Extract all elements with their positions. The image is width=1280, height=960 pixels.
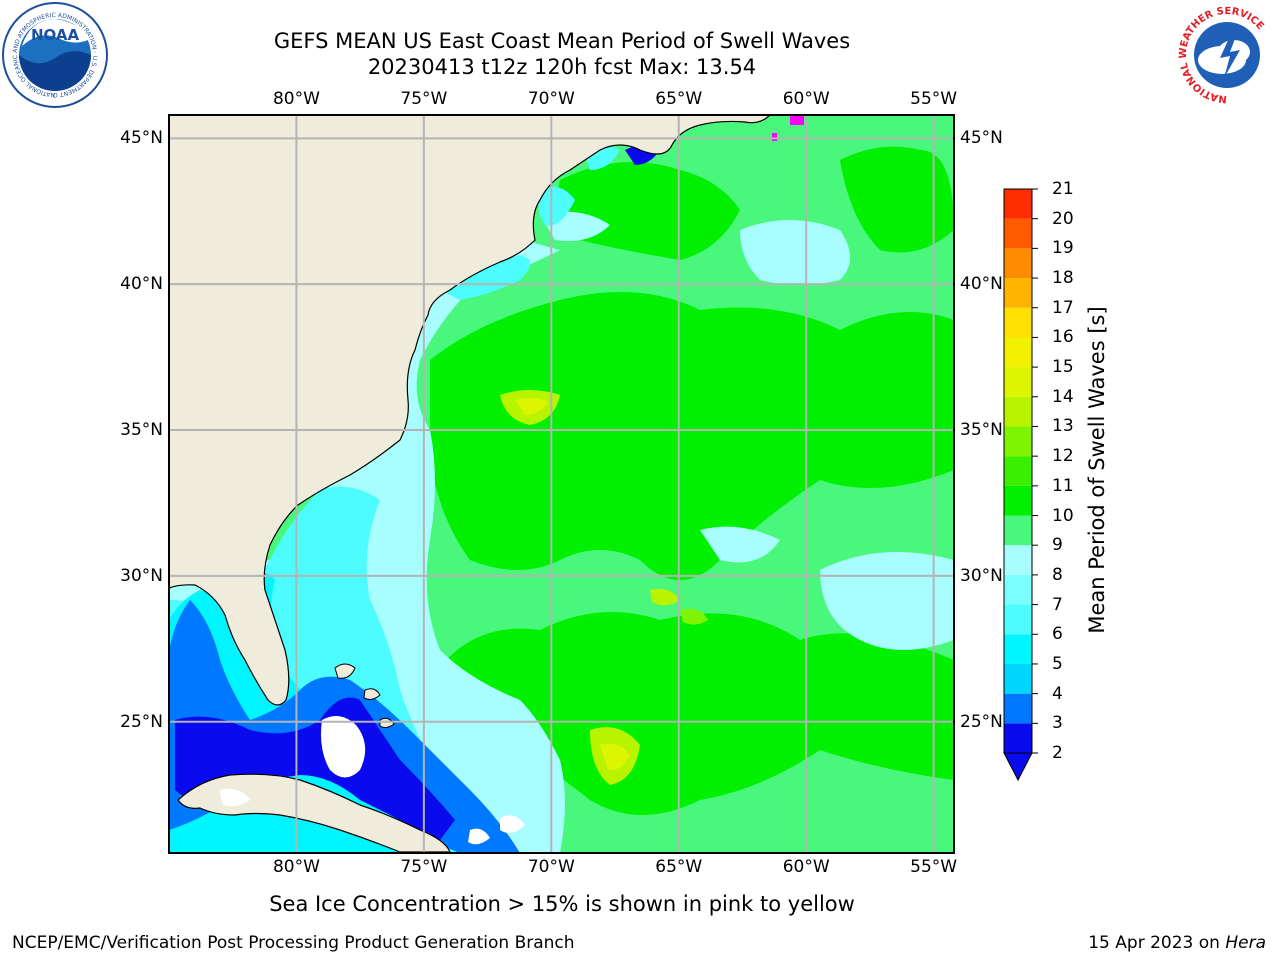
colorbar-tick-label: 3 xyxy=(1052,713,1063,734)
land-north-america xyxy=(169,115,771,706)
footer-host: Hera xyxy=(1225,933,1266,953)
colorbar-tick-label: 5 xyxy=(1052,653,1063,674)
colorbar-tick-label: 17 xyxy=(1052,297,1074,318)
swell-field-10-11s xyxy=(430,146,954,815)
colorbar-segment xyxy=(1004,307,1032,338)
colorbar-tick-label: 7 xyxy=(1052,594,1063,615)
colorbar-segment xyxy=(1004,248,1032,279)
lon-label-top: 75°W xyxy=(400,89,448,109)
colorbar xyxy=(1003,188,1038,782)
lon-label-bottom: 75°W xyxy=(400,857,448,877)
land-bahamas xyxy=(334,663,395,729)
colorbar-segment xyxy=(1004,278,1032,308)
colorbar-tick-label: 21 xyxy=(1052,179,1074,199)
land-cuba xyxy=(177,773,451,853)
colorbar-segment xyxy=(1004,545,1032,575)
colorbar-underflow-arrow xyxy=(1003,752,1033,782)
sea-ice-note: Sea Ice Concentration > 15% is shown in … xyxy=(269,892,855,916)
lon-label-bottom: 80°W xyxy=(272,857,320,877)
lon-label-top: 80°W xyxy=(272,89,320,109)
lon-label-top: 70°W xyxy=(527,89,575,109)
colorbar-tick-label: 12 xyxy=(1052,446,1074,467)
lat-label-left: 30°N xyxy=(120,565,163,586)
colorbar-tick-label: 18 xyxy=(1052,268,1074,289)
lat-label-right: 35°N xyxy=(960,420,1003,441)
swell-field-12-14s xyxy=(500,390,708,785)
colorbar-tick-label: 9 xyxy=(1052,535,1063,556)
colorbar-tick-label: 2 xyxy=(1052,743,1063,763)
colorbar-tick-label: 10 xyxy=(1052,505,1074,526)
colorbar-tick-label: 14 xyxy=(1052,386,1074,407)
noaa-logo-text: NOAA xyxy=(31,26,80,44)
lon-label-top: 60°W xyxy=(782,89,830,109)
colorbar-segment xyxy=(1004,367,1032,397)
footer-date: 15 Apr 2023 on Hera xyxy=(1088,933,1266,953)
colorbar-segment xyxy=(1004,337,1032,368)
colorbar-segment xyxy=(1004,634,1032,664)
colorbar-segment xyxy=(1004,723,1032,753)
footer-date-text: 15 Apr 2023 on xyxy=(1088,933,1226,953)
nws-logo: NATIONAL WEATHER SERVICE xyxy=(1174,2,1280,108)
lat-label-right: 40°N xyxy=(960,274,1003,295)
colorbar-segment xyxy=(1004,189,1032,219)
sea-ice-patch xyxy=(790,116,804,125)
graticule xyxy=(169,115,954,853)
lon-label-bottom: 60°W xyxy=(782,857,830,877)
chart-subtitle: 20230413 t12z 120h fcst Max: 13.54 xyxy=(367,55,757,79)
lon-label-bottom: 55°W xyxy=(910,857,958,877)
sea-ice-patch xyxy=(772,133,777,141)
lat-label-right: 25°N xyxy=(960,711,1003,732)
colorbar-segment xyxy=(1004,663,1032,694)
colorbar-tick-label: 8 xyxy=(1052,564,1063,585)
colorbar-segment xyxy=(1004,218,1032,249)
colorbar-tick-label: 6 xyxy=(1052,624,1063,645)
lat-label-right: 45°N xyxy=(960,128,1003,149)
colorbar-segment xyxy=(1004,515,1032,546)
map-frame xyxy=(168,114,955,854)
colorbar-segment xyxy=(1004,396,1032,427)
colorbar-title: Mean Period of Swell Waves [s] xyxy=(1085,306,1109,634)
colorbar-segment xyxy=(1004,456,1032,486)
lon-label-top: 55°W xyxy=(910,89,958,109)
colorbar-segment xyxy=(1004,574,1032,605)
chart-title: GEFS MEAN US East Coast Mean Period of S… xyxy=(273,29,851,53)
lon-label-bottom: 65°W xyxy=(655,857,703,877)
colorbar-tick-label: 11 xyxy=(1052,475,1074,496)
colorbar-tick-label: 19 xyxy=(1052,238,1074,259)
lat-label-left: 25°N xyxy=(120,711,163,732)
colorbar-frame xyxy=(1003,188,1033,754)
lon-label-top: 65°W xyxy=(655,89,703,109)
lon-label-bottom: 70°W xyxy=(527,857,575,877)
lat-label-left: 40°N xyxy=(120,274,163,295)
lat-label-right: 30°N xyxy=(960,565,1003,586)
colorbar-segment xyxy=(1004,693,1032,724)
colorbar-tick-label: 20 xyxy=(1052,208,1074,229)
footer-branch: NCEP/EMC/Verification Post Processing Pr… xyxy=(12,933,575,953)
colorbar-tick-label: 15 xyxy=(1052,357,1074,378)
colorbar-tick-label: 4 xyxy=(1052,683,1063,704)
colorbar-tick-label: 13 xyxy=(1052,416,1074,437)
lat-label-left: 45°N xyxy=(120,128,163,149)
colorbar-segment xyxy=(1004,604,1032,635)
colorbar-tick-label: 16 xyxy=(1052,327,1074,348)
colorbar-segment xyxy=(1004,426,1032,457)
colorbar-segment xyxy=(1004,485,1032,516)
noaa-logo: NATIONAL OCEANIC AND ATMOSPHERIC ADMINIS… xyxy=(0,0,108,108)
lat-label-left: 35°N xyxy=(120,420,163,441)
